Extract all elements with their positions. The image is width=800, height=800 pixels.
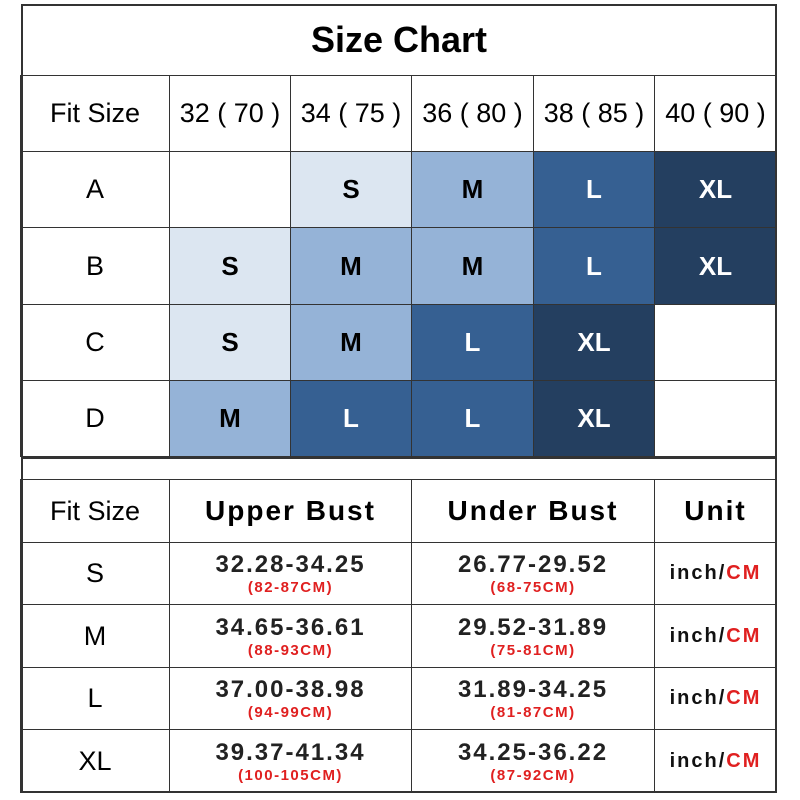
upper-bust-cm: (88-93CM) bbox=[247, 641, 334, 659]
header-band-size: 40 ( 90 ) bbox=[654, 75, 777, 152]
size-cell: M bbox=[411, 227, 534, 305]
under-bust-cm: (68-75CM) bbox=[490, 579, 576, 596]
chart-frame bbox=[21, 4, 777, 793]
upper-bust-cm: (82-87CM) bbox=[247, 579, 334, 596]
under-bust-cm: (75-81CM) bbox=[490, 641, 576, 659]
under-bust-cell: 34.25-36.22 (87-92CM) bbox=[411, 729, 655, 793]
table-spacer bbox=[21, 457, 777, 480]
page-title: Size Chart bbox=[310, 19, 488, 60]
size-cell: XL bbox=[654, 151, 777, 228]
fit-size-table: Fit Size 32 ( 70 ) 34 ( 75 ) 36 ( 80 ) 38 ( … bbox=[20, 75, 777, 457]
unit-label: inch/CM bbox=[670, 687, 762, 710]
size-cell: M bbox=[411, 151, 534, 228]
header-upper-bust: Upper Bust bbox=[169, 479, 412, 543]
size-cell: S bbox=[290, 151, 412, 228]
size-cell: L bbox=[533, 151, 655, 228]
unit-cm: CM bbox=[726, 687, 762, 709]
measurement-table: Fit Size Upper Bust Under Bust Unit S 32.28-3… bbox=[20, 479, 777, 793]
unit-cm: CM bbox=[726, 749, 762, 772]
header-unit: Unit bbox=[654, 479, 777, 543]
upper-bust-inch: 37.00-38.98 bbox=[215, 676, 366, 703]
unit-cm: CM bbox=[726, 624, 762, 647]
header-band-size: 32 ( 70 ) bbox=[169, 75, 291, 152]
unit-inch: inch/ bbox=[669, 687, 727, 709]
under-bust-inch: 26.77-29.52 bbox=[457, 551, 609, 578]
header-fit-size: Fit Size bbox=[20, 75, 170, 152]
under-bust-cm: (81-87CM) bbox=[490, 704, 576, 721]
upper-bust-inch: 34.65-36.61 bbox=[215, 613, 366, 641]
unit-inch: inch/ bbox=[669, 562, 727, 584]
upper-bust-cm: (94-99CM) bbox=[247, 704, 334, 721]
unit-label: inch/CM bbox=[670, 625, 762, 648]
upper-bust-cm: (100-105CM) bbox=[238, 766, 343, 784]
under-bust-cell: 26.77-29.52 (68-75CM) bbox=[411, 542, 655, 605]
upper-bust-inch: 32.28-34.25 bbox=[215, 551, 366, 578]
unit-inch: inch/ bbox=[669, 624, 727, 647]
under-bust-cm: (87-92CM) bbox=[490, 766, 576, 784]
under-bust-inch: 34.25-36.22 bbox=[457, 738, 609, 766]
size-cell: M bbox=[290, 304, 412, 381]
under-bust-inch: 29.52-31.89 bbox=[457, 613, 609, 641]
size-cell: M bbox=[290, 227, 412, 305]
under-bust-inch: 31.89-34.25 bbox=[457, 676, 609, 703]
size-cell: S bbox=[169, 304, 291, 381]
size-cell: XL bbox=[654, 227, 777, 305]
unit-cm: CM bbox=[726, 562, 762, 584]
upper-bust-inch: 39.37-41.34 bbox=[215, 738, 366, 766]
unit-label: inch/CM bbox=[670, 562, 762, 585]
unit-label: inch/CM bbox=[670, 750, 762, 773]
size-cell: L bbox=[411, 380, 534, 457]
upper-bust-cell: 34.65-36.61 (88-93CM) bbox=[169, 604, 412, 668]
unit-inch: inch/ bbox=[669, 749, 727, 772]
size-cell: XL bbox=[533, 304, 655, 381]
size-cell: L bbox=[290, 380, 412, 457]
size-cell: S bbox=[169, 227, 291, 305]
